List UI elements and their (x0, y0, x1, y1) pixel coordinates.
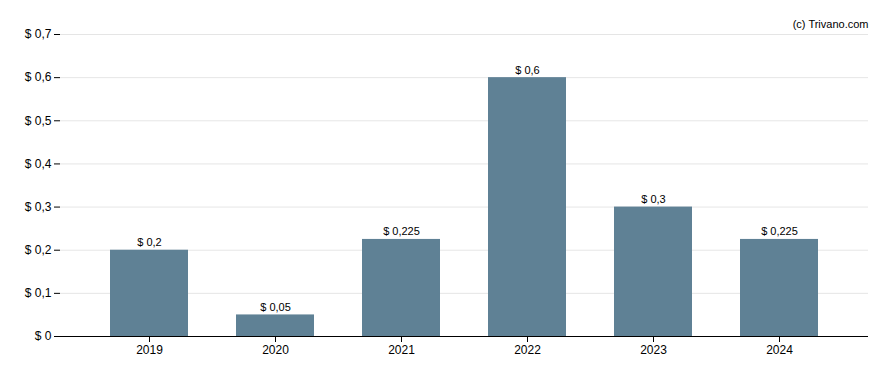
svg-text:$ 0,2: $ 0,2 (25, 243, 52, 257)
svg-text:2024: 2024 (766, 343, 793, 357)
svg-text:$ 0,225: $ 0,225 (383, 225, 420, 237)
svg-text:$ 0,4: $ 0,4 (25, 157, 52, 171)
svg-text:2020: 2020 (262, 343, 289, 357)
svg-text:2021: 2021 (388, 343, 415, 357)
svg-text:$ 0,3: $ 0,3 (641, 193, 665, 205)
svg-text:2023: 2023 (640, 343, 667, 357)
svg-text:$ 0,225: $ 0,225 (761, 225, 798, 237)
svg-text:$ 0: $ 0 (35, 329, 52, 343)
svg-text:$ 0,7: $ 0,7 (25, 27, 52, 41)
svg-text:2022: 2022 (514, 343, 541, 357)
svg-text:$ 0,05: $ 0,05 (260, 301, 291, 313)
svg-text:$ 0,1: $ 0,1 (25, 286, 52, 300)
svg-text:$ 0,3: $ 0,3 (25, 200, 52, 214)
svg-text:$ 0,2: $ 0,2 (137, 236, 161, 248)
svg-text:$ 0,5: $ 0,5 (25, 114, 52, 128)
svg-text:$ 0,6: $ 0,6 (515, 64, 539, 76)
svg-text:(c) Trivano.com: (c) Trivano.com (793, 18, 869, 30)
svg-text:2019: 2019 (136, 343, 163, 357)
svg-text:$ 0,6: $ 0,6 (25, 70, 52, 84)
